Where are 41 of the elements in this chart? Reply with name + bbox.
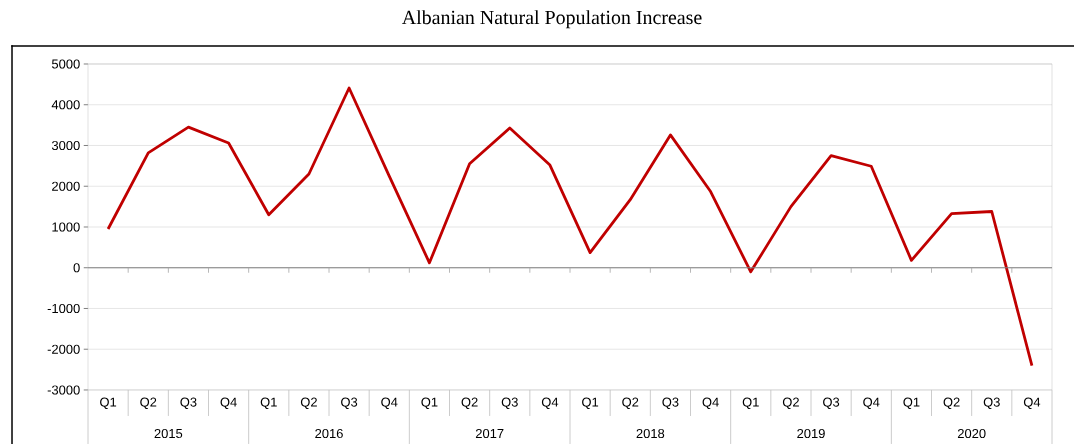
x-tick-label: Q1: [260, 397, 277, 409]
x-tick-label: Q1: [100, 397, 117, 409]
x-tick-label: Q2: [782, 397, 799, 409]
y-tick-label: 0: [73, 263, 80, 273]
x-tick-label: Q4: [220, 397, 237, 409]
text: 2018: [636, 428, 665, 439]
x-tick-label: Q1: [903, 397, 920, 409]
x-tick-label: Q2: [943, 397, 960, 409]
x-tick-label: Q4: [1023, 397, 1041, 409]
y-tick-label: 2000: [52, 181, 80, 191]
x-tick-label: Q3: [983, 397, 1000, 409]
y-tick-label: 5000: [51, 59, 80, 69]
x-tick-label: Q1: [582, 397, 599, 409]
line-series: [106, 86, 1034, 367]
text: 2020: [957, 428, 986, 439]
chart-title: Albanian Natural Population Increase: [401, 10, 702, 29]
y-tick-label: 1000: [52, 222, 80, 232]
x-tick-label: Q3: [180, 397, 197, 409]
x-tick-label: Q4: [702, 397, 719, 409]
text: 2017: [475, 428, 504, 439]
x-tick-label: Q1: [742, 397, 759, 409]
x-tick-label: Q2: [622, 397, 639, 409]
text: 2015: [154, 428, 183, 439]
x-tick-label: Q3: [823, 397, 840, 409]
y-tick-label: -1000: [47, 303, 80, 314]
x-tick-label: Q4: [381, 397, 398, 409]
x-tick-label: Q3: [341, 397, 358, 409]
y-tick-label: -3000: [47, 385, 80, 395]
text: 2016: [315, 428, 343, 439]
x-tick-label: Q3: [662, 397, 679, 409]
text: 2019: [797, 428, 825, 439]
x-tick-label: Q2: [300, 397, 317, 409]
y-tick-label: -2000: [47, 344, 80, 354]
x-tick-label: Q4: [863, 397, 880, 409]
x-tick-label: Q3: [501, 397, 518, 409]
x-tick-label: Q4: [541, 397, 559, 409]
x-tick-label: Q1: [421, 397, 438, 409]
y-tick-label: 4000: [51, 100, 80, 110]
x-tick-label: Q2: [461, 397, 478, 409]
x-tick-label: Q2: [140, 397, 157, 409]
y-tick-label: 3000: [51, 140, 80, 151]
